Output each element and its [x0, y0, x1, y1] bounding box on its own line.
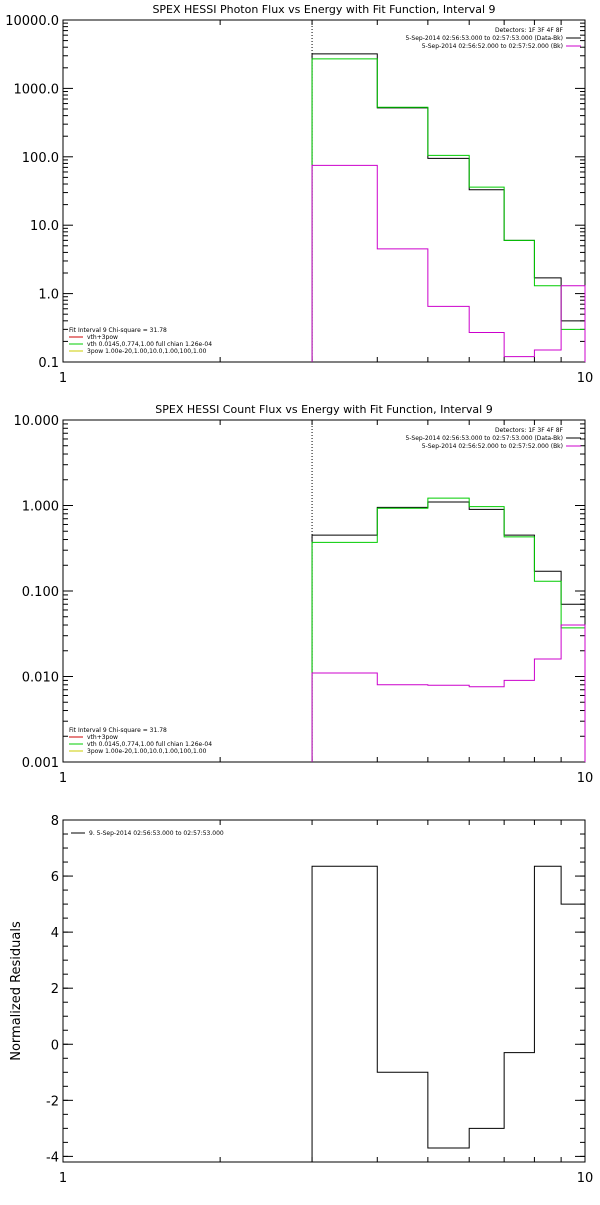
- series-line-2: [311, 58, 586, 362]
- x-tick-label: 1: [59, 771, 67, 786]
- series-line-1: [311, 501, 586, 762]
- chart-panel-2: SPEX HESSI Count Flux vs Energy with Fit…: [14, 403, 594, 786]
- plot-frame: [62, 419, 586, 763]
- plot-frame: [62, 19, 586, 363]
- legend-entry-label: 5-Sep-2014 02:56:53.000 to 02:57:53.000 …: [405, 35, 563, 42]
- legend-header: Detectors: 1F 3F 4F 8F: [495, 27, 564, 34]
- y-tick-label: 0.100: [22, 585, 59, 600]
- y-tick-label: 100.0: [22, 151, 59, 166]
- series-line-2: [311, 497, 586, 762]
- legend-header: Fit Interval 9 Chi-square = 31.78: [69, 727, 167, 734]
- legend-entry-label: 5-Sep-2014 02:56:52.000 to 02:57:52.000 …: [422, 43, 563, 50]
- chart-title: SPEX HESSI Photon Flux vs Energy with Fi…: [152, 3, 495, 16]
- y-tick-label: 1.0: [38, 288, 59, 303]
- legend-entry-label: 3pow 1.00e-20,1.00,10.0,1.00,100,1.00: [87, 748, 207, 755]
- legend-entry-label: 3pow 1.00e-20,1.00,10.0,1.00,100,1.00: [87, 348, 207, 355]
- series-line-3: [311, 164, 586, 362]
- legend-entry-label: vth+3pow: [87, 734, 118, 741]
- legend-header: Detectors: 1F 3F 4F 8F: [495, 427, 564, 434]
- series-line-1: [311, 865, 586, 1162]
- y-tick-label: 1000.0: [14, 82, 60, 97]
- x-tick-label: 1: [59, 1171, 67, 1186]
- series-line-3: [311, 624, 586, 762]
- legend-entry-label: vth 0.0145,0.774,1.00 full chian 1.26e-0…: [87, 341, 212, 348]
- plot-frame: [62, 819, 586, 1163]
- y-tick-label: 0.001: [22, 756, 59, 771]
- y-tick-label: 10000.0: [5, 14, 59, 29]
- y-tick-label: 0.010: [22, 671, 59, 686]
- legend-entry-label: 5-Sep-2014 02:56:52.000 to 02:57:52.000 …: [422, 443, 563, 450]
- y-tick-label: -4: [46, 1150, 59, 1165]
- y-axis-label: Normalized Residuals: [9, 921, 24, 1061]
- y-tick-label: 0.1: [38, 356, 59, 371]
- y-tick-label: 8: [51, 814, 59, 829]
- legend-entry-label: 9. 5-Sep-2014 02:56:53.000 to 02:57:53.0…: [89, 830, 224, 837]
- legend-header: Fit Interval 9 Chi-square = 31.78: [69, 327, 167, 334]
- series-line-1: [311, 53, 586, 362]
- y-tick-label: 0: [51, 1038, 59, 1053]
- y-tick-label: 2: [51, 982, 59, 997]
- legend-entry-label: 5-Sep-2014 02:56:53.000 to 02:57:53.000 …: [405, 435, 563, 442]
- x-tick-label: 10: [577, 1171, 594, 1186]
- y-tick-label: 4: [51, 926, 59, 941]
- chart-title: SPEX HESSI Count Flux vs Energy with Fit…: [155, 403, 492, 416]
- x-tick-label: 10: [577, 371, 594, 386]
- y-tick-label: 1.000: [22, 500, 59, 515]
- y-tick-label: 10.000: [14, 414, 60, 429]
- x-tick-label: 10: [577, 771, 594, 786]
- chart-panel-3: 1 10 -4 -2 0 2 4 6 8 Normalized Residuals 9. 5-Sep…: [9, 814, 593, 1186]
- x-tick-label: 1: [59, 371, 67, 386]
- legend-entry-label: vth+3pow: [87, 334, 118, 341]
- y-tick-label: -2: [46, 1094, 59, 1109]
- chart-panel-1: SPEX HESSI Photon Flux vs Energy with Fi…: [5, 3, 593, 386]
- legend-entry-label: vth 0.0145,0.774,1.00 full chian 1.26e-0…: [87, 741, 212, 748]
- y-tick-label: 6: [51, 870, 59, 885]
- y-tick-label: 10.0: [30, 219, 59, 234]
